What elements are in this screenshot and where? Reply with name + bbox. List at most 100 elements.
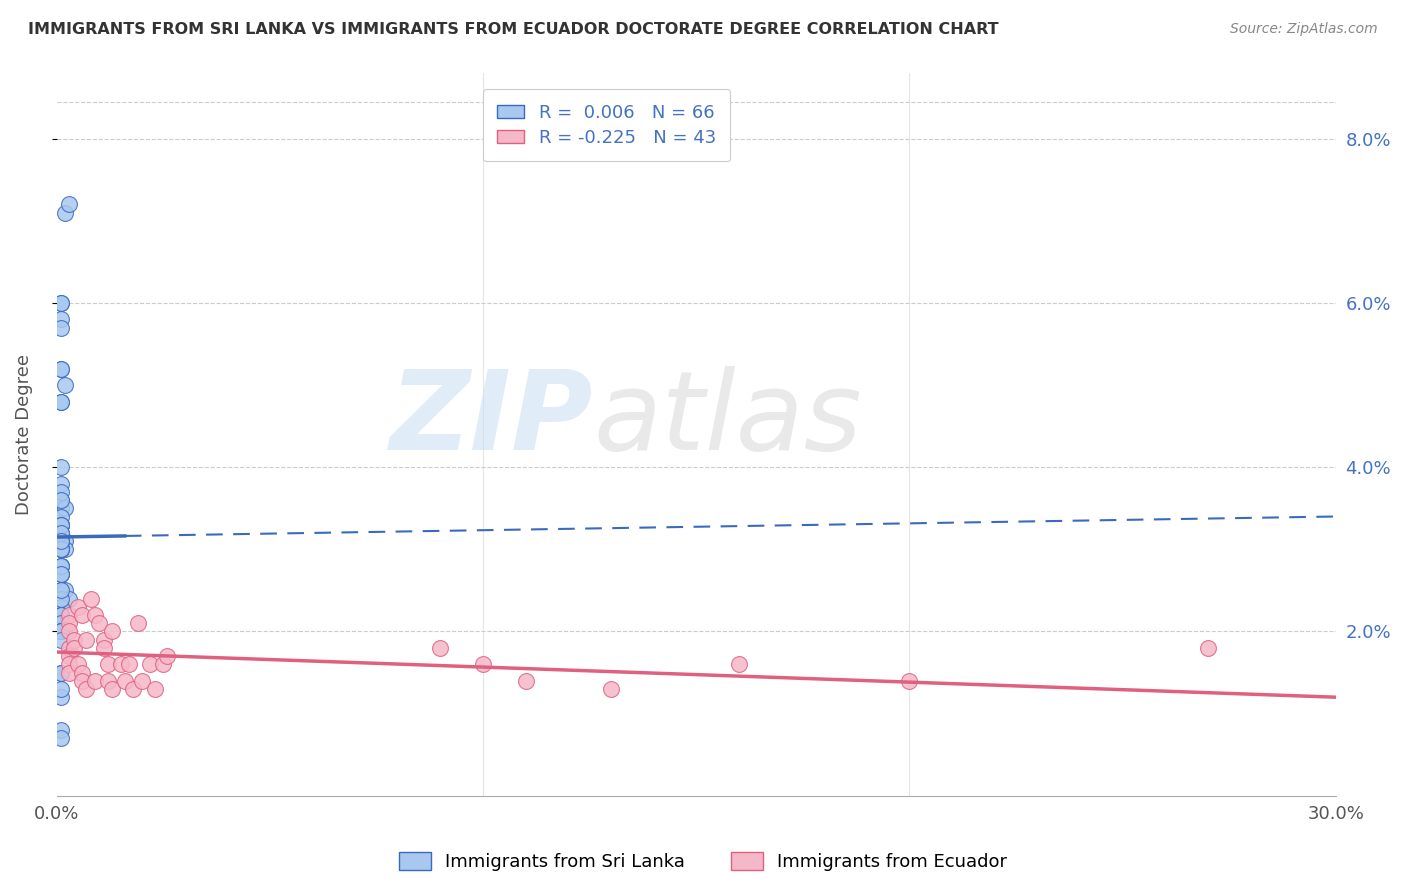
Point [49, 460, 72, 475]
Point [49, 558, 72, 573]
Point [49, 394, 72, 409]
Point [49, 296, 72, 310]
Point [49, 534, 72, 549]
Point [49, 624, 72, 639]
Point [127, 616, 149, 631]
Point [58, 616, 80, 631]
Point [49, 534, 72, 549]
Point [49, 542, 72, 557]
Point [49, 493, 72, 508]
Point [62, 640, 84, 655]
Point [84, 673, 107, 688]
Point [70, 665, 93, 680]
Point [49, 583, 72, 598]
Point [53, 542, 76, 557]
Point [152, 657, 174, 672]
Point [49, 624, 72, 639]
Point [49, 320, 72, 334]
Point [58, 591, 80, 606]
Text: atlas: atlas [593, 367, 862, 474]
Point [49, 665, 72, 680]
Point [49, 493, 72, 508]
Point [49, 517, 72, 532]
Point [49, 542, 72, 557]
Point [49, 517, 72, 532]
Point [49, 534, 72, 549]
Point [49, 509, 72, 524]
Point [49, 542, 72, 557]
Legend: Immigrants from Sri Lanka, Immigrants from Ecuador: Immigrants from Sri Lanka, Immigrants fr… [391, 845, 1015, 879]
Point [49, 608, 72, 623]
Point [89, 616, 111, 631]
Point [58, 624, 80, 639]
Point [49, 476, 72, 491]
Point [49, 558, 72, 573]
Point [429, 640, 451, 655]
Point [70, 608, 93, 623]
Point [66, 599, 89, 614]
Point [49, 608, 72, 623]
Point [53, 378, 76, 392]
Point [49, 591, 72, 606]
Point [49, 534, 72, 549]
Point [49, 558, 72, 573]
Point [84, 608, 107, 623]
Point [97, 657, 120, 672]
Y-axis label: Doctorate Degree: Doctorate Degree [15, 354, 32, 515]
Point [66, 657, 89, 672]
Point [898, 673, 921, 688]
Point [49, 296, 72, 310]
Point [49, 361, 72, 376]
Point [156, 649, 179, 664]
Point [53, 205, 76, 219]
Point [49, 542, 72, 557]
Point [58, 640, 80, 655]
Point [62, 632, 84, 647]
Point [49, 616, 72, 631]
Point [49, 723, 72, 737]
Point [727, 657, 749, 672]
Point [49, 583, 72, 598]
Point [471, 657, 494, 672]
Point [75, 681, 97, 696]
Point [49, 681, 72, 696]
Point [49, 690, 72, 705]
Point [49, 566, 72, 581]
Point [49, 665, 72, 680]
Point [101, 624, 124, 639]
Point [80, 591, 103, 606]
Point [110, 657, 132, 672]
Point [49, 566, 72, 581]
Legend: R =  0.006   N = 66, R = -0.225   N = 43: R = 0.006 N = 66, R = -0.225 N = 43 [482, 89, 731, 161]
Point [58, 197, 80, 211]
Point [58, 657, 80, 672]
Point [49, 624, 72, 639]
Point [139, 657, 162, 672]
Point [58, 649, 80, 664]
Point [49, 501, 72, 516]
Point [53, 501, 76, 516]
Point [49, 525, 72, 540]
Point [49, 484, 72, 499]
Point [49, 566, 72, 581]
Point [75, 632, 97, 647]
Point [93, 632, 115, 647]
Point [49, 731, 72, 746]
Point [49, 599, 72, 614]
Point [49, 542, 72, 557]
Point [1197, 640, 1219, 655]
Point [49, 608, 72, 623]
Text: IMMIGRANTS FROM SRI LANKA VS IMMIGRANTS FROM ECUADOR DOCTORATE DEGREE CORRELATIO: IMMIGRANTS FROM SRI LANKA VS IMMIGRANTS … [28, 22, 998, 37]
Text: ZIP: ZIP [391, 367, 593, 474]
Point [49, 534, 72, 549]
Point [49, 517, 72, 532]
Point [49, 517, 72, 532]
Point [49, 525, 72, 540]
Point [49, 394, 72, 409]
Point [599, 681, 621, 696]
Point [114, 673, 136, 688]
Point [49, 632, 72, 647]
Point [49, 312, 72, 326]
Point [97, 673, 120, 688]
Point [70, 673, 93, 688]
